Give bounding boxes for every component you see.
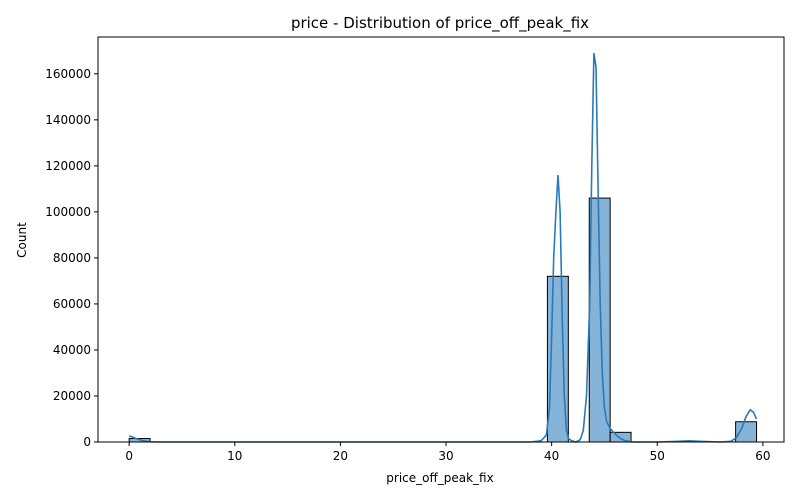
plot-frame — [97, 36, 785, 443]
y-tick-label: 120000 — [45, 159, 91, 173]
bars-layer — [128, 197, 758, 443]
chart-title: price - Distribution of price_off_peak_f… — [291, 14, 589, 33]
kde-layer — [128, 52, 758, 443]
y-axis-label: Count — [15, 222, 29, 258]
y-tick-label: 0 — [83, 435, 91, 449]
y-tick-label: 20000 — [53, 389, 91, 403]
x-tick-label: 0 — [125, 449, 133, 463]
x-tick-label: 30 — [438, 449, 453, 463]
x-tick-label: 20 — [333, 449, 348, 463]
x-tick-label: 60 — [755, 449, 770, 463]
x-axis-label: price_off_peak_fix — [386, 471, 493, 485]
x-tick-label: 40 — [544, 449, 559, 463]
y-tick-label: 40000 — [53, 343, 91, 357]
y-tick-label: 80000 — [53, 251, 91, 265]
x-tick-label: 50 — [650, 449, 665, 463]
y-tick-label: 60000 — [53, 297, 91, 311]
y-tick-label: 100000 — [45, 205, 91, 219]
kde-curve — [128, 52, 758, 443]
y-tick-label: 160000 — [45, 67, 91, 81]
x-tick-label: 10 — [227, 449, 242, 463]
y-tick-label: 140000 — [45, 113, 91, 127]
axes-layer: 0 10 20 30 40 50 60 0 20000 40000 60000 80000 100000… — [45, 36, 785, 463]
